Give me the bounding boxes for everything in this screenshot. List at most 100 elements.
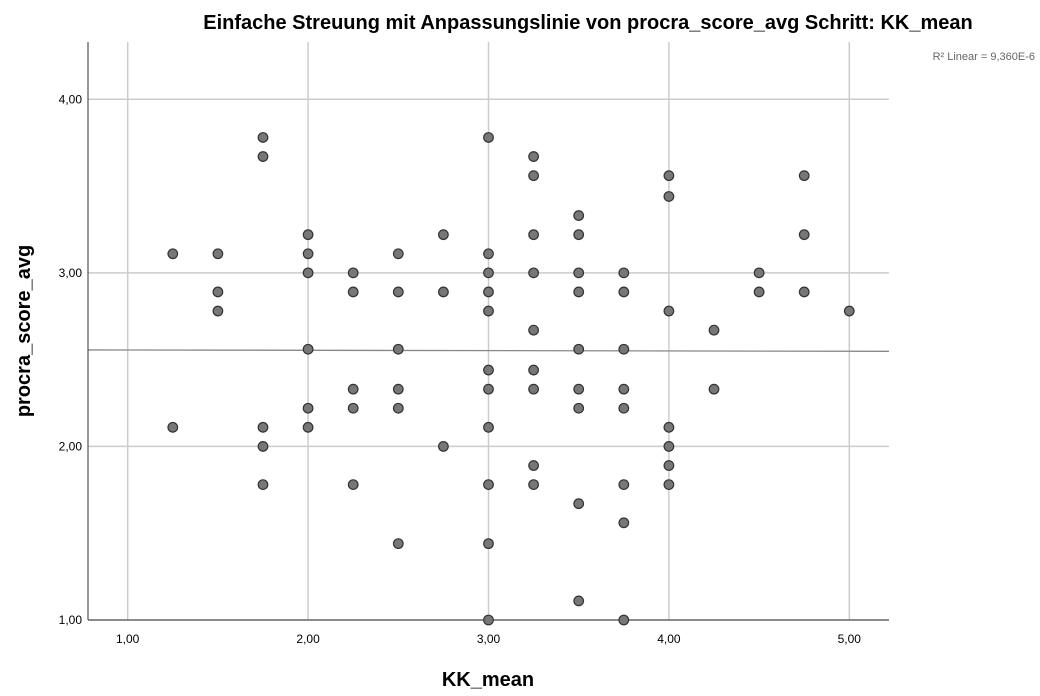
data-point: [483, 305, 494, 317]
data-point: [708, 383, 720, 395]
data-point: [347, 267, 359, 279]
data-point: [618, 517, 630, 529]
data-point: [528, 383, 540, 395]
data-point: [167, 421, 179, 433]
data-point: [167, 248, 179, 260]
data-point: [483, 538, 494, 550]
data-point: [257, 132, 269, 143]
data-point: [528, 170, 540, 182]
data-point: [663, 479, 675, 491]
data-point: [392, 402, 404, 414]
data-point: [483, 383, 494, 395]
data-point: [212, 286, 224, 298]
data-point: [573, 267, 585, 279]
data-point: [392, 286, 404, 298]
data-point: [573, 229, 585, 241]
data-point: [573, 286, 585, 298]
data-point: [347, 383, 359, 395]
data-point: [528, 229, 540, 241]
data-point: [663, 191, 675, 202]
data-point: [483, 286, 494, 298]
fit-line-layer: [87, 349, 890, 352]
data-point: [302, 421, 314, 433]
data-point: [618, 286, 630, 298]
x-tick-label: 5,00: [838, 632, 862, 646]
data-point: [483, 267, 494, 279]
data-point: [347, 479, 359, 491]
data-point: [302, 343, 314, 355]
data-point: [573, 498, 585, 510]
data-point: [618, 402, 630, 414]
y-tick-label: 3,00: [59, 266, 83, 280]
data-point: [708, 324, 720, 336]
data-point: [528, 267, 540, 279]
data-point: [573, 402, 585, 414]
data-point: [483, 248, 494, 260]
data-point: [302, 229, 314, 241]
data-point: [753, 286, 765, 298]
x-tick-label: 2,00: [296, 632, 320, 646]
data-point: [573, 343, 585, 355]
data-point: [528, 479, 540, 491]
y-tick-label: 2,00: [59, 439, 83, 453]
data-point: [618, 343, 630, 355]
data-point: [392, 383, 404, 395]
fit-line: [87, 349, 890, 352]
y-tick-label: 4,00: [59, 92, 83, 106]
data-points: [167, 132, 855, 626]
data-point: [843, 305, 855, 317]
data-point: [347, 286, 359, 298]
data-point: [798, 170, 810, 182]
data-point: [573, 383, 585, 395]
data-point: [573, 210, 585, 221]
data-point: [302, 402, 314, 414]
data-point: [257, 441, 269, 452]
data-point: [753, 267, 765, 279]
data-point: [618, 614, 630, 626]
data-point: [347, 402, 359, 414]
data-point: [392, 248, 404, 260]
data-point: [798, 229, 810, 241]
data-point: [437, 229, 449, 241]
chart-title: Einfache Streuung mit Anpassungslinie vo…: [203, 12, 972, 34]
x-tick-label: 3,00: [477, 632, 501, 646]
data-point: [528, 151, 540, 162]
data-point: [302, 248, 314, 260]
data-point: [663, 460, 675, 471]
data-point: [663, 441, 675, 452]
data-point: [618, 479, 630, 491]
y-axis-label: procra_score_avg: [13, 245, 35, 417]
x-tick-label: 1,00: [116, 632, 140, 646]
x-tick-label: 4,00: [657, 632, 681, 646]
data-point: [437, 441, 449, 452]
tick-labels: 1,00 2,00 3,00 4,00 5,00 1,00 2,00 3,00 4,00: [59, 92, 862, 646]
y-tick-label: 1,00: [59, 613, 83, 627]
data-point: [257, 479, 269, 491]
data-point: [528, 460, 540, 471]
data-point: [392, 538, 404, 550]
data-point: [302, 267, 314, 279]
data-point: [663, 170, 675, 182]
data-point: [212, 248, 224, 260]
data-point: [618, 267, 630, 279]
r2-annotation: R² Linear = 9,360E-6: [933, 51, 1035, 63]
data-point: [257, 421, 269, 433]
data-point: [483, 479, 494, 491]
data-point: [798, 286, 810, 298]
data-point: [212, 305, 224, 317]
data-point: [528, 324, 540, 336]
data-point: [573, 595, 585, 607]
data-point: [528, 364, 540, 376]
data-point: [392, 343, 404, 355]
data-point: [618, 383, 630, 395]
data-point: [483, 132, 494, 143]
data-point: [663, 305, 675, 317]
data-point: [257, 151, 269, 162]
data-point: [437, 286, 449, 298]
x-axis-label: KK_mean: [442, 669, 534, 691]
data-point: [483, 614, 494, 626]
data-point: [483, 421, 494, 433]
data-point: [663, 421, 675, 433]
